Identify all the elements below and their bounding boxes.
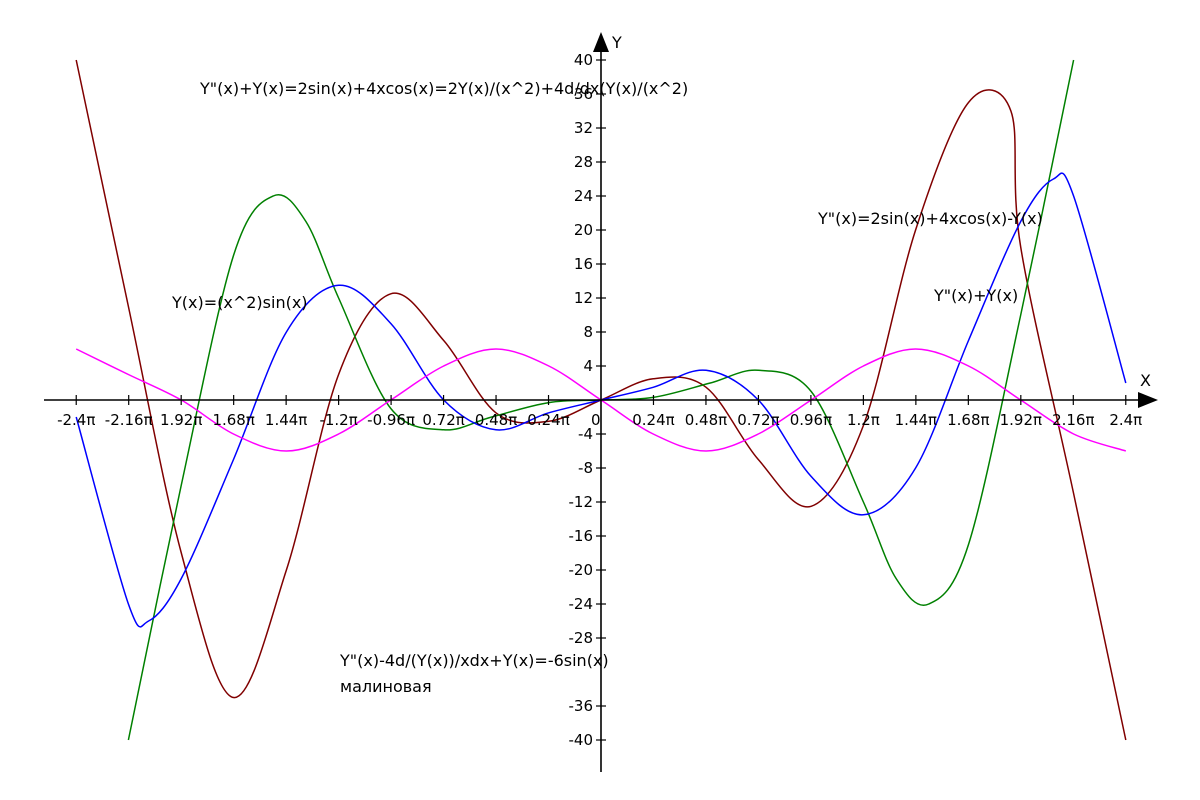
y-tick-label: 32 <box>574 119 593 137</box>
y-tick-label: -12 <box>569 493 594 511</box>
x-tick-label: 1.2π <box>847 411 880 429</box>
x-tick-label: 0.24π <box>632 411 674 429</box>
annotation-left-equation: Y(x)=(x^2)sin(x) <box>171 293 308 312</box>
annotation-top-equation: Y"(x)+Y(x)=2sin(x)+4xcos(x)=2Y(x)/(x^2)+… <box>199 79 688 98</box>
y-tick-label: 24 <box>574 187 593 205</box>
y-tick-label: 36 <box>574 85 593 103</box>
y-tick-label: -16 <box>569 527 594 545</box>
x-ticks-layer: -2.4π -2.16π 1.92π 1.68π 1.44π -1.2π -0.96π 0.7… <box>57 395 1142 429</box>
annotations-layer: Y"(x)+Y(x)=2sin(x)+4xcos(x)=2Y(x)/(x^2)+… <box>171 79 1043 696</box>
x-tick-label: 1.92π <box>1000 411 1042 429</box>
y-tick-label: 12 <box>574 289 593 307</box>
y-tick-label: 16 <box>574 255 593 273</box>
x-tick-label: 0.48π <box>685 411 727 429</box>
y-tick-label: -24 <box>569 595 594 613</box>
x-tick-label: 1.68π <box>212 411 254 429</box>
annotation-right-equation: Y"(x)=2sin(x)+4xcos(x)-Y(x) <box>817 209 1043 228</box>
x-tick-label: 0.48π <box>475 411 517 429</box>
y-axis-name: Y <box>611 33 622 52</box>
x-tick-label: -2.4π <box>57 411 95 429</box>
annotation-bottom-equation: Y"(x)-4d/(Y(x))/xdx+Y(x)=-6sin(x) <box>339 651 609 670</box>
x-tick-label: 0.96π <box>790 411 832 429</box>
x-tick-label: 1.68π <box>947 411 989 429</box>
y-tick-label: -28 <box>569 629 594 647</box>
x-tick-label: -0.96π <box>367 411 415 429</box>
x-tick-label: 0 <box>591 411 601 429</box>
x-tick-label: 2.4π <box>1109 411 1142 429</box>
x-tick-label: 0.24π <box>527 411 569 429</box>
x-tick-label: 1.92π <box>160 411 202 429</box>
annotation-bottom-note: малиновая <box>340 677 432 696</box>
y-tick-label: -36 <box>569 697 594 715</box>
y-ticks-layer: 40 36 32 28 24 20 16 12 8 4 -4 -8 -12 -16 -20 -24 -28 -36… <box>569 51 606 749</box>
x-tick-label: -2.16π <box>105 411 153 429</box>
y-tick-label: 40 <box>574 51 593 69</box>
series-line-1 <box>75 59 1127 741</box>
x-tick-label: 0.72π <box>422 411 464 429</box>
annotation-right-short: Y"(x)+Y(x) <box>933 286 1018 305</box>
y-tick-label: 28 <box>574 153 593 171</box>
x-tick-label: 2.16π <box>1052 411 1094 429</box>
x-axis-arrow <box>1138 392 1158 408</box>
x-tick-label: 1.44π <box>895 411 937 429</box>
y-tick-label: -8 <box>578 459 593 477</box>
y-tick-label: 4 <box>583 357 593 375</box>
x-tick-label: -1.2π <box>319 411 357 429</box>
x-tick-label: 0.72π <box>737 411 779 429</box>
y-tick-label: 8 <box>583 323 593 341</box>
y-tick-label: -40 <box>569 731 594 749</box>
x-tick-label: 1.44π <box>265 411 307 429</box>
x-axis-name: X <box>1140 371 1151 390</box>
y-tick-label: -20 <box>569 561 594 579</box>
y-tick-label: 20 <box>574 221 593 239</box>
axes-layer: X Y <box>44 32 1158 772</box>
y-tick-label: -4 <box>578 425 593 443</box>
y-axis-arrow <box>593 32 609 52</box>
